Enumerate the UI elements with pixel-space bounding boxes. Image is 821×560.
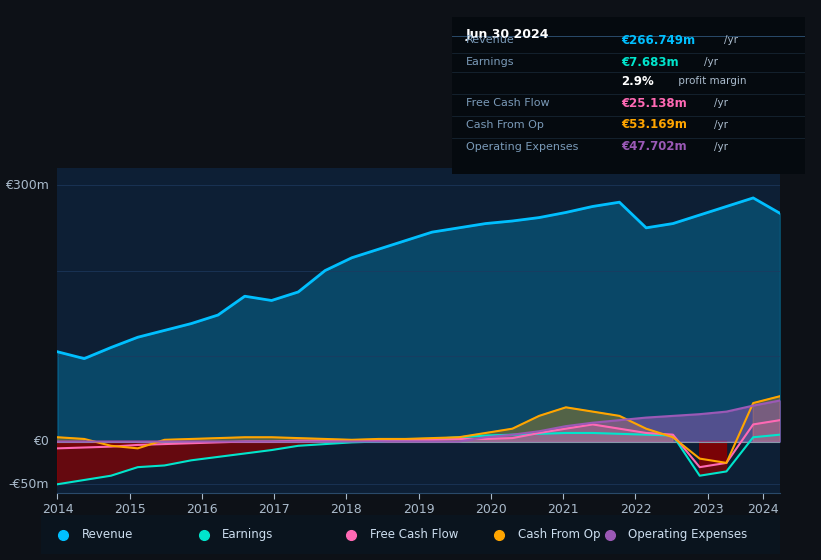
Text: €7.683m: €7.683m bbox=[621, 56, 679, 69]
Text: €266.749m: €266.749m bbox=[621, 34, 695, 47]
Text: Cash From Op: Cash From Op bbox=[518, 528, 600, 542]
Text: €300m: €300m bbox=[6, 179, 49, 192]
Text: 2.9%: 2.9% bbox=[621, 74, 654, 87]
Text: Revenue: Revenue bbox=[82, 528, 133, 542]
Text: Revenue: Revenue bbox=[466, 35, 515, 45]
Text: Cash From Op: Cash From Op bbox=[466, 120, 544, 130]
Text: /yr: /yr bbox=[724, 35, 738, 45]
Text: /yr: /yr bbox=[714, 120, 728, 130]
Text: /yr: /yr bbox=[704, 57, 718, 67]
Text: Free Cash Flow: Free Cash Flow bbox=[370, 528, 458, 542]
Text: profit margin: profit margin bbox=[675, 76, 746, 86]
Text: €25.138m: €25.138m bbox=[621, 96, 686, 110]
Text: /yr: /yr bbox=[714, 142, 728, 152]
Text: -€50m: -€50m bbox=[9, 478, 49, 491]
Text: €53.169m: €53.169m bbox=[621, 119, 687, 132]
Text: €0: €0 bbox=[34, 435, 49, 448]
Text: €47.702m: €47.702m bbox=[621, 141, 686, 153]
Text: Earnings: Earnings bbox=[466, 57, 514, 67]
Text: Jun 30 2024: Jun 30 2024 bbox=[466, 28, 549, 41]
Text: Free Cash Flow: Free Cash Flow bbox=[466, 98, 549, 108]
Text: Operating Expenses: Operating Expenses bbox=[466, 142, 578, 152]
Text: Operating Expenses: Operating Expenses bbox=[629, 528, 748, 542]
Text: /yr: /yr bbox=[714, 98, 728, 108]
Text: Earnings: Earnings bbox=[222, 528, 273, 542]
